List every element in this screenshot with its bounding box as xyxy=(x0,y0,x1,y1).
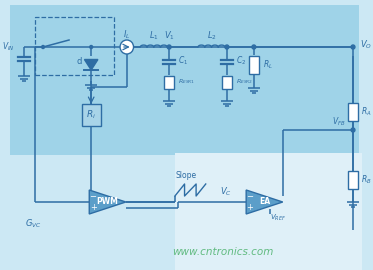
Polygon shape xyxy=(84,59,98,70)
Circle shape xyxy=(252,45,256,49)
Text: $V_{REF}$: $V_{REF}$ xyxy=(270,213,286,223)
Text: Slope: Slope xyxy=(176,171,197,181)
Text: $I_L$: $I_L$ xyxy=(123,29,131,41)
Text: $C_1$: $C_1$ xyxy=(178,55,188,67)
Circle shape xyxy=(42,46,44,49)
Text: −: − xyxy=(90,193,97,201)
Text: $L_1$: $L_1$ xyxy=(149,30,159,42)
Circle shape xyxy=(120,40,134,54)
Circle shape xyxy=(167,45,171,49)
Text: $R_{ESR1}$: $R_{ESR1}$ xyxy=(178,77,195,86)
Polygon shape xyxy=(246,190,283,214)
Bar xyxy=(35,17,114,75)
Circle shape xyxy=(351,128,355,132)
Text: EA: EA xyxy=(259,197,270,207)
Text: $V_1$: $V_1$ xyxy=(164,30,175,42)
Bar xyxy=(222,76,232,89)
Bar xyxy=(10,5,359,155)
Bar xyxy=(248,56,259,74)
Text: $R_L$: $R_L$ xyxy=(263,59,273,71)
Text: $C_2$: $C_2$ xyxy=(236,55,246,67)
Circle shape xyxy=(351,45,355,49)
Circle shape xyxy=(225,45,229,49)
Bar xyxy=(164,76,175,89)
Text: +: + xyxy=(247,202,253,211)
Text: $V_{FB}$: $V_{FB}$ xyxy=(332,116,345,128)
Text: $L_2$: $L_2$ xyxy=(207,30,216,42)
Bar xyxy=(348,171,358,189)
Circle shape xyxy=(90,46,93,49)
Text: $R_i$: $R_i$ xyxy=(86,109,96,121)
Text: $V_O$: $V_O$ xyxy=(360,39,372,51)
Text: $V_C$: $V_C$ xyxy=(220,186,232,198)
Text: www.cntronics.com: www.cntronics.com xyxy=(172,247,274,257)
Text: $G_{VC}$: $G_{VC}$ xyxy=(25,218,42,230)
Bar xyxy=(175,153,362,270)
Text: +: + xyxy=(90,202,97,211)
Bar xyxy=(82,104,101,126)
Text: −: − xyxy=(247,193,254,201)
Bar xyxy=(348,103,358,121)
Polygon shape xyxy=(89,190,126,214)
Text: $R_B$: $R_B$ xyxy=(361,174,372,186)
Text: $R_A$: $R_A$ xyxy=(361,106,372,118)
Text: d: d xyxy=(77,58,82,66)
Text: $V_{IN}$: $V_{IN}$ xyxy=(1,41,14,53)
Text: $R_{ESR2}$: $R_{ESR2}$ xyxy=(236,77,253,86)
Text: PWM: PWM xyxy=(97,197,119,207)
